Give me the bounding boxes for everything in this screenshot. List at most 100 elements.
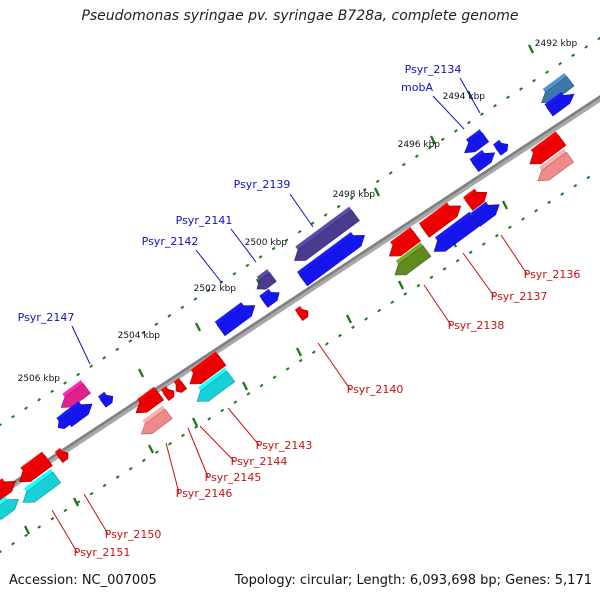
gene-psyr-2136c[interactable] — [388, 227, 421, 257]
gene-label[interactable]: Psyr_2140 — [347, 383, 404, 396]
gene-arrow-bevel — [466, 129, 483, 143]
label-leader-line — [165, 442, 180, 494]
tick-dot — [298, 358, 303, 363]
gene-psyr-2150[interactable] — [22, 468, 62, 503]
tick-dot — [506, 95, 510, 100]
gene-psyr-2137a[interactable] — [418, 202, 462, 238]
gene-small-3[interactable] — [56, 413, 71, 430]
gene-arrow-body — [529, 134, 567, 165]
gene-psyr-2147[interactable] — [60, 380, 91, 408]
kbp-label: 2500 kbp — [245, 238, 288, 248]
gene-arrow-bevel — [142, 405, 166, 424]
gene-psyr-2143[interactable] — [189, 351, 227, 385]
gene-small-2[interactable] — [98, 391, 114, 408]
tick-dot — [258, 255, 263, 259]
gene-psyr-2140[interactable] — [294, 305, 309, 322]
gene-label[interactable]: Psyr_2145 — [205, 471, 262, 484]
label-leader-line — [462, 252, 495, 297]
gene-psyr-2146[interactable] — [140, 405, 173, 435]
gene-psyr-2142[interactable] — [214, 302, 256, 337]
tick-dot — [455, 258, 460, 263]
gene-psyr-2150a[interactable] — [0, 478, 16, 501]
gene-arrow-body — [57, 416, 71, 430]
label-leader-line — [83, 493, 109, 535]
tick-dot — [0, 550, 2, 554]
gene-psyr-2136b[interactable] — [537, 148, 575, 182]
tick-dot — [220, 408, 225, 413]
major-tick — [345, 314, 353, 324]
major-tick — [397, 280, 405, 290]
major-tick — [241, 381, 249, 391]
gene-label[interactable]: Psyr_2138 — [448, 319, 505, 332]
gene-arrow-bevel — [544, 91, 564, 108]
kbp-label: 2502 kbp — [194, 284, 237, 294]
gene-small-1[interactable] — [493, 139, 509, 156]
gene-label[interactable]: Psyr_2141 — [176, 214, 233, 227]
gene-small-4[interactable] — [54, 447, 69, 464]
gene-label[interactable]: Psyr_2142 — [142, 235, 199, 248]
gene-psyr-2151[interactable] — [0, 496, 19, 520]
gene-psyr-2149[interactable] — [19, 451, 53, 483]
gene-label[interactable]: Psyr_2143 — [256, 439, 313, 452]
major-tick — [137, 368, 145, 378]
gene-arrow-bevel — [137, 386, 157, 403]
gene-label[interactable]: Psyr_2146 — [176, 487, 233, 500]
gene-arrow-body — [22, 471, 62, 503]
gene-mobA-2[interactable] — [469, 149, 496, 172]
gene-label[interactable]: Psyr_2151 — [74, 546, 131, 559]
gene-label[interactable]: mobA — [401, 81, 433, 94]
tick-dot — [63, 508, 68, 513]
gene-label[interactable]: Psyr_2137 — [491, 290, 548, 303]
gene-arrow-bevel — [197, 367, 228, 391]
gene-label[interactable]: Psyr_2147 — [18, 311, 75, 324]
tick-dot — [534, 208, 538, 213]
gene-arrow-bevel — [434, 211, 473, 241]
tick-dot — [207, 417, 212, 421]
tick-dot — [11, 414, 15, 419]
gene-psyr-2138[interactable] — [394, 242, 432, 276]
gene-psyr-2145[interactable] — [135, 386, 165, 414]
label-leader-line — [51, 509, 78, 553]
gene-arrow-body — [294, 209, 360, 261]
gene-psyr-2133[interactable] — [541, 72, 575, 104]
gene-psyr-2141b[interactable] — [259, 288, 280, 308]
gene-arrow-bevel — [470, 201, 489, 217]
gene-label[interactable]: Psyr_2139 — [234, 178, 291, 191]
kbp-label: 2492 kbp — [535, 39, 578, 49]
tick-dot — [494, 233, 499, 238]
label-leader-line — [317, 342, 351, 390]
gene-label[interactable]: Psyr_2134 — [405, 63, 462, 76]
gene-arrow-body — [216, 305, 256, 337]
gene-psyr-2144[interactable] — [160, 385, 175, 402]
tick-dot — [388, 171, 393, 175]
tick-dot — [364, 317, 369, 321]
gene-psyr-2137b[interactable] — [463, 188, 488, 211]
major-tick — [147, 444, 155, 454]
gene-arrow-body — [261, 292, 280, 308]
gene-arrow-body — [471, 152, 496, 172]
gene-psyr-2135[interactable] — [529, 131, 567, 165]
gene-label[interactable]: Psyr_2150 — [105, 528, 162, 541]
gene-mobA[interactable] — [464, 129, 490, 154]
gene-label[interactable]: Psyr_2136 — [524, 268, 581, 281]
gene-psyr-2139[interactable] — [294, 206, 360, 261]
tick-dot — [414, 154, 419, 158]
tick-dot — [310, 221, 315, 226]
gene-arrow-bevel — [23, 468, 54, 492]
gene-psyr-2144b[interactable] — [173, 377, 188, 393]
gene-label[interactable]: Psyr_2144 — [231, 455, 288, 468]
gene-psyr-2141[interactable] — [256, 269, 277, 290]
gene-psyr-2143b[interactable] — [196, 367, 236, 402]
gene-psyr-2137c[interactable] — [470, 201, 500, 227]
tick-dot — [89, 491, 94, 496]
gene-arrow-bevel — [395, 242, 424, 265]
major-tick — [373, 187, 381, 197]
gene-psyr-2134b[interactable] — [544, 91, 575, 117]
major-tick — [295, 347, 303, 357]
tick-dot — [584, 45, 589, 49]
kbp-label: 2498 kbp — [333, 190, 376, 200]
gene-psyr-2147b[interactable] — [61, 401, 93, 428]
gene-arrow-bevel — [0, 496, 8, 506]
gene-psyr-2139b[interactable] — [297, 232, 365, 287]
gene-arrow-bevel — [61, 401, 82, 418]
